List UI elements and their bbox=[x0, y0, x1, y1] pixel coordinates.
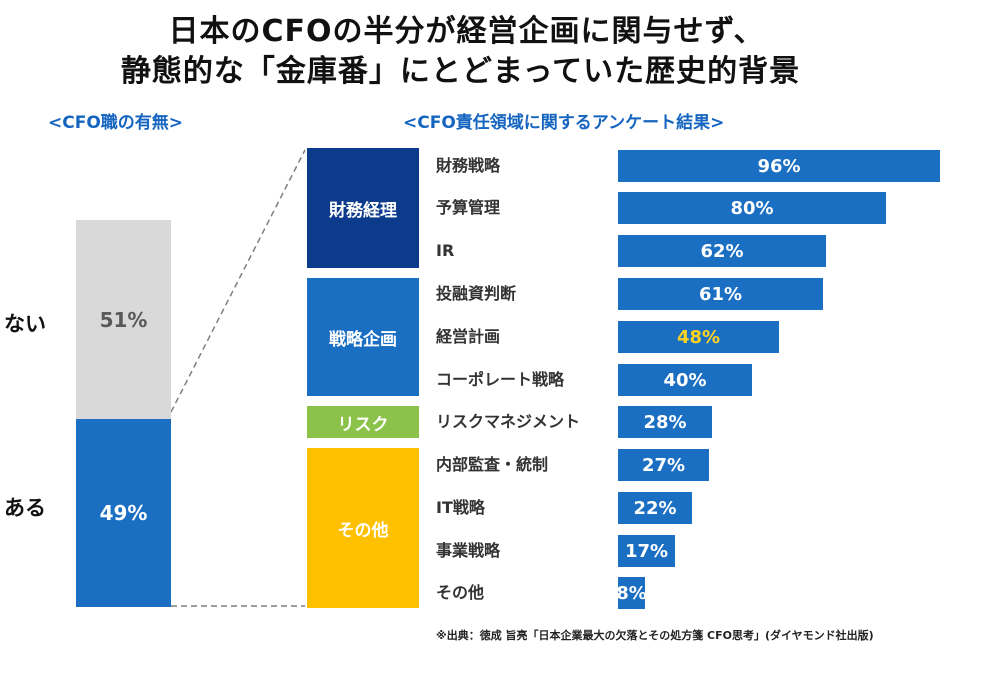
segment-value-nai: 51% bbox=[99, 307, 148, 332]
segment-label-aru: ある bbox=[4, 496, 46, 520]
bar: 61% bbox=[618, 278, 823, 310]
bar: 27% bbox=[618, 449, 709, 481]
bar: 28% bbox=[618, 406, 712, 438]
left-chart-subtitle: <CFO職の有無> bbox=[48, 113, 184, 133]
item-label: コーポレート戦略 bbox=[436, 370, 565, 389]
bar-value-label: 40% bbox=[663, 369, 707, 391]
page-title-line-1: 日本のCFOの半分が経営企画に関与せず、 bbox=[168, 14, 765, 49]
item-label: 予算管理 bbox=[436, 198, 501, 217]
segment-value-aru: 49% bbox=[99, 501, 148, 525]
item-label: 内部監査・統制 bbox=[436, 455, 549, 474]
item-label: IT戦略 bbox=[436, 498, 485, 517]
bar: 80% bbox=[618, 192, 886, 224]
item-label: その他 bbox=[436, 583, 485, 602]
item-label: IR bbox=[436, 241, 455, 260]
item-label: 財務戦略 bbox=[436, 156, 501, 175]
item-label: 事業戦略 bbox=[436, 541, 501, 560]
segment-label-nai: ない bbox=[4, 312, 46, 336]
category-box-finance: 財務経理 bbox=[307, 148, 419, 268]
bar: 22% bbox=[618, 492, 692, 524]
category-box-other: その他 bbox=[307, 448, 419, 608]
bar-value-label: 22% bbox=[633, 497, 677, 519]
item-label: 投融資判断 bbox=[436, 284, 517, 303]
bar-value-label: 28% bbox=[643, 411, 687, 433]
connector-line-top bbox=[170, 149, 306, 413]
bar: 48% bbox=[618, 321, 779, 353]
bar: 40% bbox=[618, 364, 752, 396]
bar-value-label: 27% bbox=[641, 454, 686, 476]
bar: 17% bbox=[618, 535, 675, 567]
category-box-strategy: 戦略企画 bbox=[307, 278, 419, 396]
bar-value-label: 96% bbox=[757, 155, 801, 177]
bar: 8% bbox=[616, 577, 647, 609]
stacked-bar-segment-nai: 51% bbox=[76, 220, 171, 419]
bar-value-label: 61% bbox=[698, 283, 743, 305]
right-chart-subtitle: <CFO責任領域に関するアンケート結果> bbox=[403, 113, 725, 133]
source-note: ※出典：徳成 旨亮「日本企業最大の欠落とその処方箋 CFO思考」(ダイヤモンド社… bbox=[436, 629, 874, 642]
category-box-risk: リスク bbox=[307, 406, 419, 438]
item-label: リスクマネジメント bbox=[436, 412, 581, 431]
stacked-bar-segment-aru: 49% bbox=[76, 419, 171, 607]
bar-value-label: 48% bbox=[676, 326, 721, 348]
bar-value-label: 62% bbox=[700, 240, 744, 262]
item-label: 経営計画 bbox=[436, 327, 501, 346]
bar-value-label: 80% bbox=[730, 197, 774, 219]
bar-value-label: 8% bbox=[616, 582, 647, 604]
page-title-line-2: 静態的な「金庫番」にとどまっていた歴史的背景 bbox=[120, 54, 801, 89]
bar: 96% bbox=[618, 150, 940, 182]
bar-value-label: 17% bbox=[624, 540, 669, 562]
bar: 62% bbox=[618, 235, 826, 267]
